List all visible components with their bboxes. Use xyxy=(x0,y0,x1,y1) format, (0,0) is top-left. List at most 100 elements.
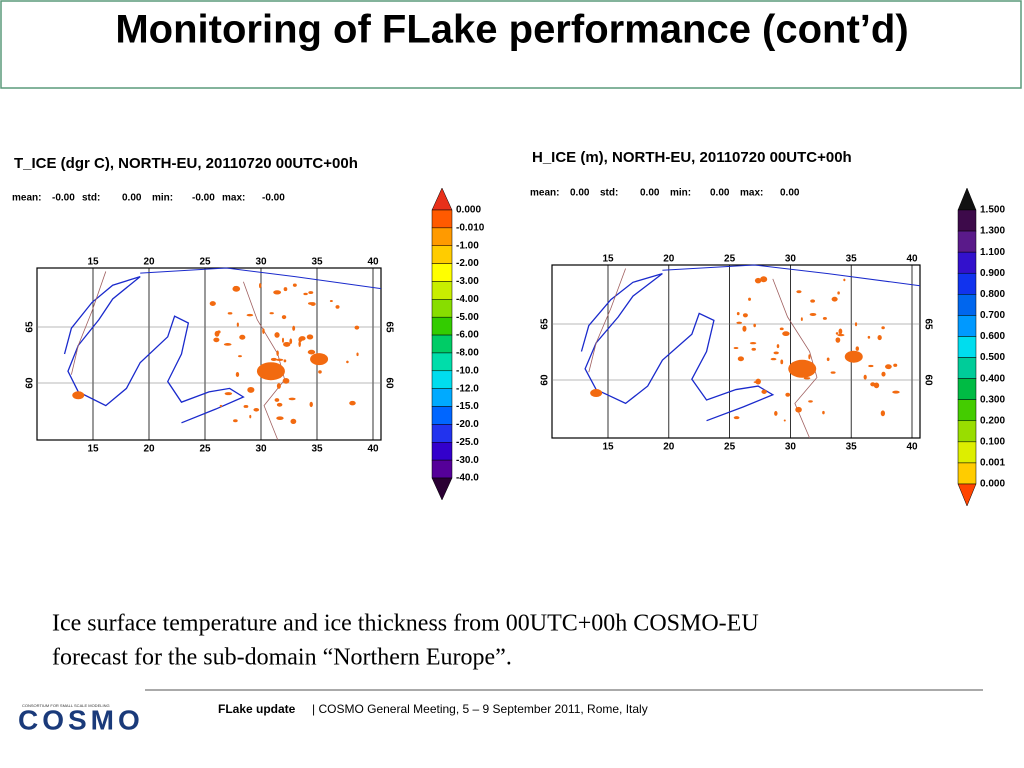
lake xyxy=(780,359,784,365)
stat-label: mean: xyxy=(12,193,41,204)
lake xyxy=(292,283,297,287)
lon-label: 25 xyxy=(199,257,211,268)
lake xyxy=(243,404,249,408)
colorbar-label: 0.700 xyxy=(980,310,1005,321)
colorbar-label: -30.0 xyxy=(456,455,479,466)
lake xyxy=(837,291,840,295)
lake xyxy=(247,386,255,393)
lake xyxy=(773,351,779,355)
lake xyxy=(213,337,220,343)
colorbar-box xyxy=(431,299,453,318)
caption-line: Ice surface temperature and ice thicknes… xyxy=(52,611,759,637)
lake xyxy=(736,311,740,316)
lake xyxy=(335,305,340,309)
colorbar-label: -3.00 xyxy=(456,276,479,287)
lake xyxy=(776,344,780,349)
stat-value: -0.00 xyxy=(262,193,285,204)
lake xyxy=(742,325,747,332)
colorbar-label: -0.010 xyxy=(456,223,485,234)
lake xyxy=(238,355,242,358)
lake xyxy=(810,299,816,303)
lake xyxy=(276,402,283,407)
lon-label: 20 xyxy=(663,254,675,265)
lake xyxy=(329,300,333,303)
lon-label: 15 xyxy=(87,257,99,268)
lake xyxy=(830,371,836,374)
lake xyxy=(288,397,296,401)
lake xyxy=(354,325,360,330)
lon-label: 35 xyxy=(311,257,323,268)
colorbar-label: -5.00 xyxy=(456,312,479,323)
colorbar-label: 0.100 xyxy=(980,436,1005,447)
lake xyxy=(224,392,233,396)
lake xyxy=(72,391,85,400)
panel-title: T_ICE (dgr C), NORTH-EU, 20110720 00UTC+… xyxy=(14,155,358,172)
lake xyxy=(249,414,252,419)
lake xyxy=(788,359,817,378)
lake xyxy=(281,337,285,343)
lon-label: 25 xyxy=(724,442,736,453)
lake xyxy=(800,317,803,322)
colorbar-label: 0.200 xyxy=(980,415,1005,426)
lake xyxy=(733,416,740,420)
lake xyxy=(356,352,359,357)
lake xyxy=(258,283,262,289)
panel-title: H_ICE (m), NORTH-EU, 20110720 00UTC+00h xyxy=(532,149,852,166)
lon-label: 40 xyxy=(367,257,379,268)
colorbar-label: -40.0 xyxy=(456,473,479,484)
colorbar-label: -10.0 xyxy=(456,365,479,376)
arctic-coast xyxy=(140,267,382,290)
map-frame xyxy=(551,264,921,439)
lake xyxy=(276,350,279,356)
lat-label: 60 xyxy=(383,377,394,389)
stat-label: std: xyxy=(82,193,100,204)
lake xyxy=(281,315,287,320)
lake xyxy=(246,313,254,317)
lake xyxy=(273,290,282,295)
stat-label: min: xyxy=(152,193,173,204)
colorbar-box xyxy=(957,251,977,274)
lake xyxy=(256,362,285,381)
lake xyxy=(282,378,290,384)
border xyxy=(588,268,626,373)
colorbar-box xyxy=(957,230,977,253)
lake xyxy=(822,316,827,320)
colorbar-label: 0.500 xyxy=(980,352,1005,363)
lon-label: 35 xyxy=(311,444,323,455)
lake xyxy=(253,407,260,412)
lake xyxy=(835,337,841,343)
colorbar-label: 0.300 xyxy=(980,394,1005,405)
lake xyxy=(274,398,280,402)
lake xyxy=(283,287,288,292)
lake xyxy=(346,360,349,364)
lake xyxy=(783,419,786,422)
colorbar-label: -6.00 xyxy=(456,330,479,341)
lake xyxy=(761,389,767,394)
lake xyxy=(749,342,757,345)
lake xyxy=(844,350,863,363)
colorbar-box xyxy=(431,263,453,282)
coastline xyxy=(580,273,775,422)
lake xyxy=(292,325,296,331)
lon-label: 40 xyxy=(906,442,918,453)
lake xyxy=(590,389,603,398)
colorbar-label: 0.900 xyxy=(980,268,1005,279)
colorbar-label: -12.0 xyxy=(456,383,479,394)
lon-label: 35 xyxy=(846,254,858,265)
lake xyxy=(310,353,329,366)
lake xyxy=(838,328,843,335)
stat-value: 0.00 xyxy=(710,188,730,199)
lake xyxy=(835,332,839,335)
stat-value: 0.00 xyxy=(780,188,800,199)
lon-label: 25 xyxy=(199,444,211,455)
stat-label: max: xyxy=(222,193,245,204)
lake xyxy=(239,334,246,340)
lake xyxy=(867,335,871,339)
border xyxy=(71,271,107,375)
lake xyxy=(774,410,778,416)
lake xyxy=(318,370,322,374)
colorbar-box xyxy=(431,281,453,300)
lake xyxy=(893,363,898,367)
colorbar-label: -8.00 xyxy=(456,348,479,359)
coastline xyxy=(63,275,245,424)
